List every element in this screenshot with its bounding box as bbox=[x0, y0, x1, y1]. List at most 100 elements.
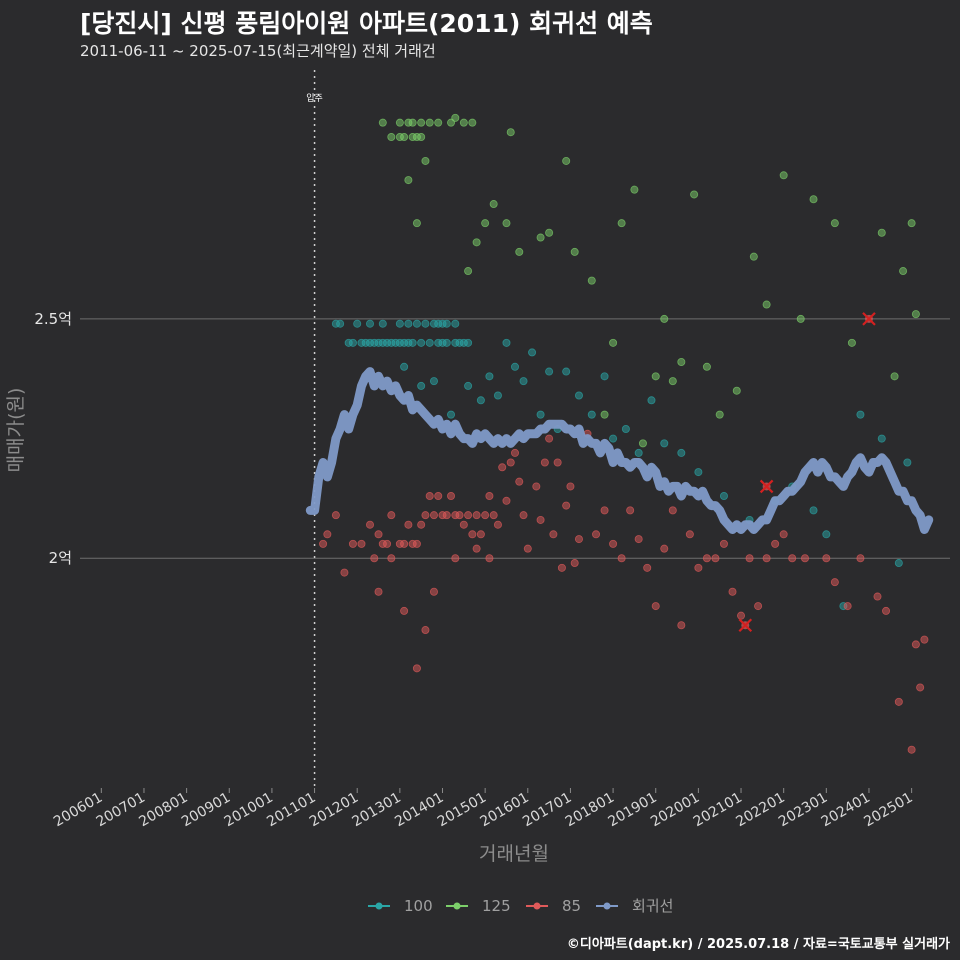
point-100 bbox=[677, 448, 686, 457]
point-125 bbox=[562, 156, 571, 165]
point-85 bbox=[412, 664, 421, 673]
point-100 bbox=[493, 391, 502, 400]
point-85 bbox=[493, 520, 502, 529]
point-100 bbox=[510, 362, 519, 371]
point-125 bbox=[617, 219, 626, 228]
point-85 bbox=[711, 554, 720, 563]
point-85 bbox=[387, 511, 396, 520]
point-85 bbox=[920, 635, 929, 644]
point-125 bbox=[570, 247, 579, 256]
point-100 bbox=[877, 434, 886, 443]
point-85 bbox=[540, 458, 549, 467]
annotation-layer: 입주 bbox=[306, 70, 323, 788]
point-85 bbox=[519, 511, 528, 520]
point-85 bbox=[485, 492, 494, 501]
points-layer bbox=[319, 113, 929, 754]
point-85 bbox=[472, 544, 481, 553]
legend: 100 125 85 회귀선 bbox=[368, 897, 673, 915]
point-125 bbox=[660, 314, 669, 323]
point-125 bbox=[421, 156, 430, 165]
point-85 bbox=[481, 511, 490, 520]
point-85 bbox=[843, 602, 852, 611]
point-85 bbox=[319, 539, 328, 548]
point-85 bbox=[455, 511, 464, 520]
point-100 bbox=[574, 391, 583, 400]
point-85 bbox=[894, 697, 903, 706]
point-85 bbox=[357, 539, 366, 548]
point-125 bbox=[395, 118, 404, 127]
point-85 bbox=[737, 611, 746, 620]
point-85 bbox=[873, 592, 882, 601]
point-85 bbox=[323, 530, 332, 539]
point-85 bbox=[609, 539, 618, 548]
point-125 bbox=[638, 439, 647, 448]
legend-label: 회귀선 bbox=[632, 897, 673, 915]
point-85 bbox=[592, 530, 601, 539]
point-85 bbox=[451, 554, 460, 563]
point-125 bbox=[779, 171, 788, 180]
point-125 bbox=[468, 118, 477, 127]
point-100 bbox=[412, 319, 421, 328]
point-85 bbox=[331, 511, 340, 520]
point-100 bbox=[894, 559, 903, 568]
point-100 bbox=[400, 362, 409, 371]
point-125 bbox=[459, 118, 468, 127]
point-85 bbox=[387, 554, 396, 563]
chart-title: [당진시] 신평 풍림아이원 아파트(2011) 회귀선 예측 bbox=[80, 9, 653, 38]
point-85 bbox=[553, 458, 562, 467]
point-125 bbox=[600, 410, 609, 419]
point-100 bbox=[719, 492, 728, 501]
point-100 bbox=[417, 338, 426, 347]
regression-layer bbox=[305, 367, 934, 534]
point-85 bbox=[677, 621, 686, 630]
cancelled-x-mark bbox=[759, 479, 774, 494]
y-axis: 2억 2.5억 bbox=[34, 310, 72, 567]
point-85 bbox=[464, 511, 473, 520]
legend-swatch-dot bbox=[453, 902, 461, 910]
point-85 bbox=[404, 520, 413, 529]
point-85 bbox=[532, 482, 541, 491]
point-85 bbox=[634, 535, 643, 544]
point-85 bbox=[340, 568, 349, 577]
point-85 bbox=[685, 530, 694, 539]
point-85 bbox=[489, 511, 498, 520]
point-85 bbox=[421, 626, 430, 635]
point-85 bbox=[660, 544, 669, 553]
point-85 bbox=[536, 515, 545, 524]
point-85 bbox=[383, 539, 392, 548]
point-125 bbox=[451, 113, 460, 122]
point-100 bbox=[660, 439, 669, 448]
point-125 bbox=[417, 118, 426, 127]
point-100 bbox=[451, 319, 460, 328]
y-tick-label: 2.5억 bbox=[34, 310, 72, 328]
x-axis-label: 거래년월 bbox=[479, 843, 549, 865]
point-85 bbox=[421, 511, 430, 520]
point-125 bbox=[762, 300, 771, 309]
point-85 bbox=[348, 539, 357, 548]
point-85 bbox=[472, 511, 481, 520]
point-125 bbox=[796, 314, 805, 323]
legend-swatch-dot bbox=[603, 902, 611, 910]
point-125 bbox=[847, 338, 856, 347]
point-85 bbox=[549, 530, 558, 539]
point-125 bbox=[702, 362, 711, 371]
point-100 bbox=[528, 348, 537, 357]
point-125 bbox=[502, 219, 511, 228]
point-85 bbox=[574, 535, 583, 544]
point-85 bbox=[374, 587, 383, 596]
point-125 bbox=[809, 195, 818, 204]
point-125 bbox=[911, 310, 920, 319]
point-125 bbox=[412, 219, 421, 228]
point-85 bbox=[417, 520, 426, 529]
chart-subtitle: 2011-06-11 ~ 2025-07-15(최근계약일) 전체 거래건 bbox=[80, 42, 436, 60]
point-85 bbox=[911, 640, 920, 649]
y-tick-label: 2억 bbox=[49, 549, 72, 567]
point-100 bbox=[442, 319, 451, 328]
point-85 bbox=[365, 520, 374, 529]
point-125 bbox=[489, 200, 498, 209]
point-100 bbox=[545, 367, 554, 376]
point-85 bbox=[562, 501, 571, 510]
point-125 bbox=[404, 176, 413, 185]
point-100 bbox=[600, 372, 609, 381]
point-85 bbox=[429, 587, 438, 596]
